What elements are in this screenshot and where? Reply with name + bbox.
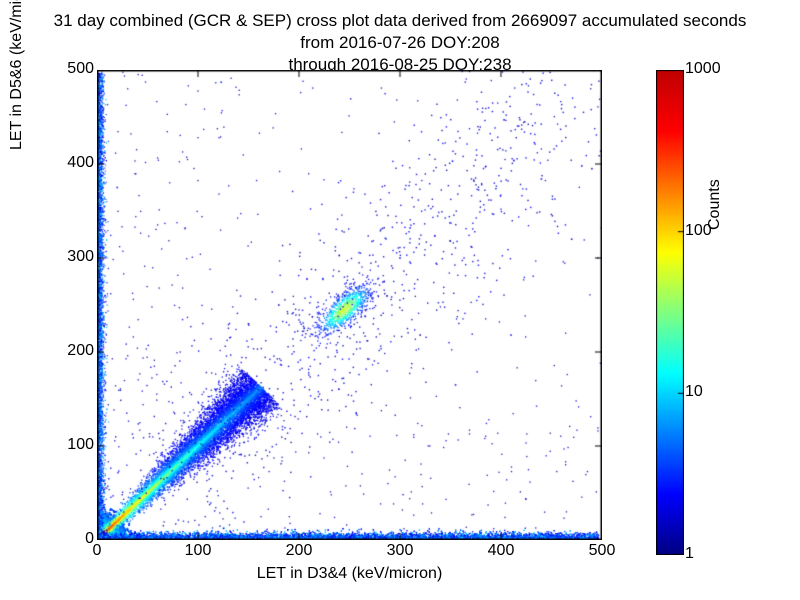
x-tick-100: 100	[178, 542, 218, 560]
y-tick-100: 100	[60, 436, 94, 454]
y-tick-300: 300	[60, 248, 94, 266]
chart-title-block: 31 day combined (GCR & SEP) cross plot d…	[0, 10, 800, 75]
y-tick-200: 200	[60, 342, 94, 360]
x-tick-400: 400	[481, 542, 521, 560]
x-tick-0: 0	[77, 542, 117, 560]
colorbar-tick-1: 1	[685, 545, 694, 563]
colorbar-tick-1000: 1000	[685, 60, 721, 78]
y-axis-label: LET in D5&6 (keV/micron)	[8, 0, 26, 150]
colorbar-tick-10: 10	[685, 383, 703, 401]
plot-window: 31 day combined (GCR & SEP) cross plot d…	[0, 0, 800, 600]
y-tick-400: 400	[60, 154, 94, 172]
x-axis-label: LET in D3&4 (keV/micron)	[97, 565, 602, 583]
x-tick-300: 300	[380, 542, 420, 560]
colorbar-tick-100: 100	[685, 222, 712, 240]
x-tick-200: 200	[279, 542, 319, 560]
scatter-density-canvas	[97, 70, 602, 540]
colorbar-canvas	[656, 70, 684, 555]
title-line-1: 31 day combined (GCR & SEP) cross plot d…	[0, 10, 800, 32]
colorbar-label: Counts	[706, 179, 724, 230]
y-tick-0: 0	[60, 530, 94, 548]
title-line-2: from 2016-07-26 DOY:208	[0, 32, 800, 54]
y-tick-500: 500	[60, 60, 94, 78]
x-tick-500: 500	[582, 542, 622, 560]
